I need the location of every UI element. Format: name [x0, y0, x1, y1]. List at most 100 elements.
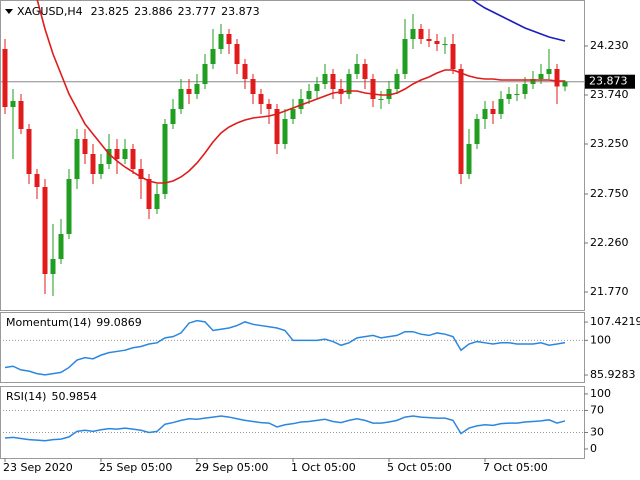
candle-body [98, 164, 104, 174]
panel-plot [0, 0, 584, 296]
candle-body [250, 79, 256, 94]
candle-body [426, 39, 432, 41]
candle-body [506, 94, 512, 99]
candle-body [458, 69, 464, 174]
open: 23.825 [91, 5, 130, 18]
candle-body [162, 124, 168, 194]
candle-body [554, 69, 560, 87]
indicator-value: 50.9854 [51, 390, 97, 403]
candle-body [82, 139, 88, 154]
candle-body [538, 74, 544, 79]
candle-body [90, 154, 96, 174]
y-tick-label: 100 [590, 333, 611, 346]
candle-body [402, 39, 408, 74]
candle-body [50, 259, 56, 274]
candle-body [370, 79, 376, 99]
candle-body [466, 144, 472, 174]
indicator-line [4, 415, 566, 442]
candle-body [394, 74, 400, 89]
candle-body [242, 64, 248, 79]
candle-body [562, 81, 568, 87]
candle-body [26, 129, 32, 174]
candle-body [170, 109, 176, 124]
candle-body [378, 99, 384, 100]
candle-body [442, 44, 448, 45]
candle-body [138, 169, 144, 179]
indicator-value: 99.0869 [96, 316, 142, 329]
candle-body [210, 49, 216, 64]
candle-body [258, 94, 264, 104]
panel-plot [0, 319, 584, 376]
indicator-line [4, 319, 566, 376]
candle-body [298, 99, 304, 109]
y-tick-label: 107.4219 [590, 315, 640, 328]
x-tick-label: 7 Oct 05:00 [483, 461, 548, 474]
candle-body [418, 29, 424, 39]
candle-body [234, 44, 240, 64]
x-tick-label: 5 Oct 05:00 [387, 461, 452, 474]
candle-body [410, 29, 416, 39]
symbol: XAGUSD,H4 [17, 5, 83, 18]
candle-body [386, 89, 392, 99]
candle-body [18, 101, 24, 129]
x-tick-label: 23 Sep 2020 [3, 461, 73, 474]
momentum-panel [0, 312, 585, 383]
candle-body [58, 234, 64, 259]
candle-body [202, 64, 208, 84]
candle-body [498, 99, 504, 114]
x-tick-label: 25 Sep 05:00 [99, 461, 172, 474]
candle-body [74, 139, 80, 179]
y-tick-label: 100 [590, 387, 611, 400]
y-tick-label: 24.230 [590, 39, 629, 52]
candle-body [530, 79, 536, 84]
candle-body [266, 104, 272, 109]
candle-body [218, 34, 224, 49]
y-tick-label: 0 [590, 442, 597, 455]
y-tick-label: 23.740 [590, 88, 629, 101]
candle-body [66, 179, 72, 234]
y-tick-label: 23.250 [590, 137, 629, 150]
candle-body [490, 109, 496, 114]
y-tick-label: 85.9283 [590, 368, 636, 381]
rsi-title: RSI(14) 50.9854 [6, 390, 97, 403]
low: 23.777 [178, 5, 217, 18]
candle-body [474, 119, 480, 144]
candle-body [450, 44, 456, 69]
header: XAGUSD,H4 23.825 23.886 23.777 23.873 [17, 5, 260, 18]
candle-body [290, 109, 296, 119]
candle-body [146, 179, 152, 209]
candle-body [106, 149, 112, 164]
candle-body [522, 84, 528, 94]
momentum-title: Momentum(14) 99.0869 [6, 316, 142, 329]
candle-body [274, 109, 280, 144]
indicator-name: Momentum(14) [6, 316, 91, 329]
indicator-name: RSI(14) [6, 390, 46, 403]
candle-body [130, 149, 136, 169]
price-label-box [585, 74, 635, 89]
close: 23.873 [221, 5, 260, 18]
high: 23.886 [134, 5, 173, 18]
y-tick-label: 70 [590, 403, 604, 416]
y-tick-label: 22.750 [590, 187, 629, 200]
candle-body [330, 74, 336, 89]
y-tick-label: 21.770 [590, 285, 629, 298]
candle-body [42, 187, 48, 274]
candle-body [194, 84, 200, 94]
price-label: 23.873 [589, 75, 628, 88]
candle-body [362, 64, 368, 79]
menu-triangle[interactable] [5, 9, 13, 14]
candle-body [482, 109, 488, 119]
candle-body [114, 149, 120, 159]
candle-body [186, 89, 192, 94]
candle-body [178, 89, 184, 109]
y-tick-label: 22.260 [590, 236, 629, 249]
main-panel [0, 0, 585, 311]
candle-body [346, 74, 352, 94]
candle-body [2, 49, 8, 107]
candle-body [10, 101, 16, 107]
x-tick-label: 1 Oct 05:00 [291, 461, 356, 474]
candle-body [282, 119, 288, 144]
candle-body [546, 69, 552, 74]
